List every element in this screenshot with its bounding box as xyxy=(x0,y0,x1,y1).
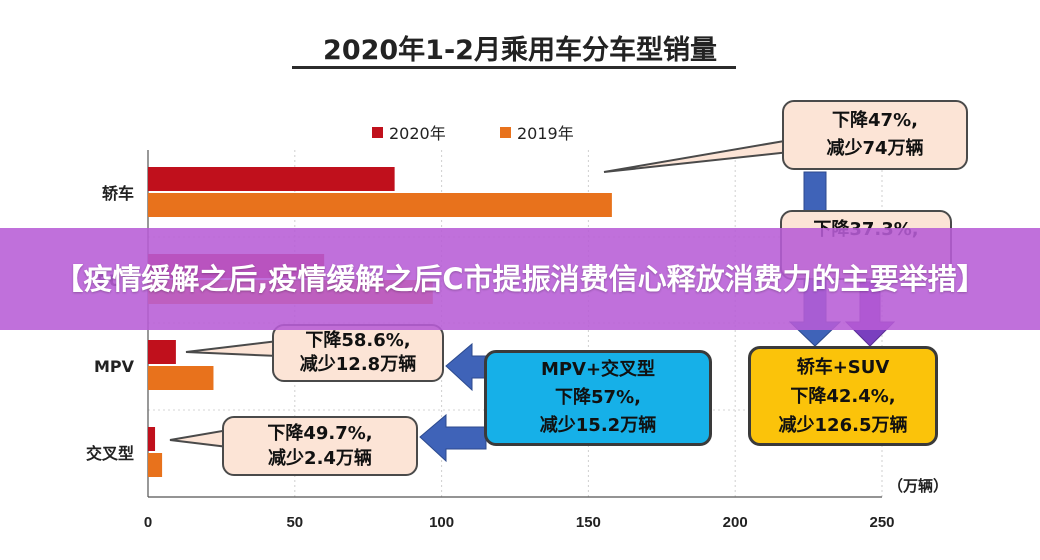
callout-mpv-line2: 减少12.8万辆 xyxy=(299,354,417,375)
summary-mpv-crossover-line1: MPV+交叉型 xyxy=(540,359,656,380)
callout-crossover: 下降49.7%, 减少2.4万辆 xyxy=(222,416,418,476)
chart-title: 2020年1-2月乘用车分车型销量 xyxy=(323,35,717,66)
callout-sedan: 下降47%, 减少74万辆 xyxy=(782,100,968,170)
x-tick-label-200: 200 xyxy=(723,514,748,531)
summary-mpv-crossover: MPV+交叉型 下降57%, 减少15.2万辆 xyxy=(484,350,712,446)
category-label-crossover: 交叉型 xyxy=(86,444,134,463)
x-tick-label-100: 100 xyxy=(429,514,454,531)
bar-mpv-2019 xyxy=(148,366,214,390)
summary-mpv-crossover-line2: 下降57%, xyxy=(555,387,641,408)
callout-crossover-line2: 减少2.4万辆 xyxy=(268,448,372,469)
summary-sedan-suv-line1: 轿车+SUV xyxy=(796,356,890,378)
x-unit-label: （万辆） xyxy=(888,477,948,495)
summary-mpv-crossover-line3: 减少15.2万辆 xyxy=(539,415,657,436)
x-tick-label-150: 150 xyxy=(576,514,601,531)
x-tick-label-0: 0 xyxy=(144,514,152,531)
callout-mpv: 下降58.6%, 减少12.8万辆 xyxy=(272,324,444,382)
bar-crossover-2020 xyxy=(148,427,156,451)
legend-label-2019: 2019年 xyxy=(517,124,574,143)
summary-sedan-suv-line2: 下降42.4%, xyxy=(790,385,896,407)
callout-sedan-tail xyxy=(603,138,791,173)
bar-sedan-2019 xyxy=(148,193,612,217)
legend-item-2020: 2020年 xyxy=(372,120,446,144)
x-tick-label-50: 50 xyxy=(286,514,303,531)
callout-sedan-line2: 减少74万辆 xyxy=(826,138,924,159)
arrow-left-crossover-icon xyxy=(419,413,487,463)
legend-swatch-2019 xyxy=(500,126,511,138)
callout-crossover-line1: 下降49.7%, xyxy=(267,423,373,444)
callout-mpv-tail xyxy=(185,339,279,358)
callout-crossover-tail xyxy=(169,428,229,449)
title-underline xyxy=(292,66,736,69)
category-label-mpv: MPV xyxy=(94,357,135,376)
legend-swatch-2020 xyxy=(372,126,383,138)
summary-sedan-suv: 轿车+SUV 下降42.4%, 减少126.5万辆 xyxy=(748,346,938,446)
arrow-left-mpv-icon xyxy=(445,342,487,392)
callout-sedan-line1: 下降47%, xyxy=(832,110,918,131)
bar-sedan-2020 xyxy=(148,167,395,191)
category-label-sedan: 轿车 xyxy=(102,184,134,203)
summary-sedan-suv-line3: 减少126.5万辆 xyxy=(778,414,908,436)
callout-mpv-line1: 下降58.6%, xyxy=(305,330,411,351)
banner-text: 【疫情缓解之后,疫情缓解之后C市提振消费信心释放消费力的主要举措】 xyxy=(54,262,986,296)
bar-mpv-2020 xyxy=(148,340,176,364)
overlay-banner: 【疫情缓解之后,疫情缓解之后C市提振消费信心释放消费力的主要举措】 xyxy=(0,228,1040,330)
bar-crossover-2019 xyxy=(148,453,163,477)
legend-item-2019: 2019年 xyxy=(500,120,574,144)
x-tick-label-250: 250 xyxy=(869,514,894,531)
legend-label-2020: 2020年 xyxy=(389,124,446,143)
